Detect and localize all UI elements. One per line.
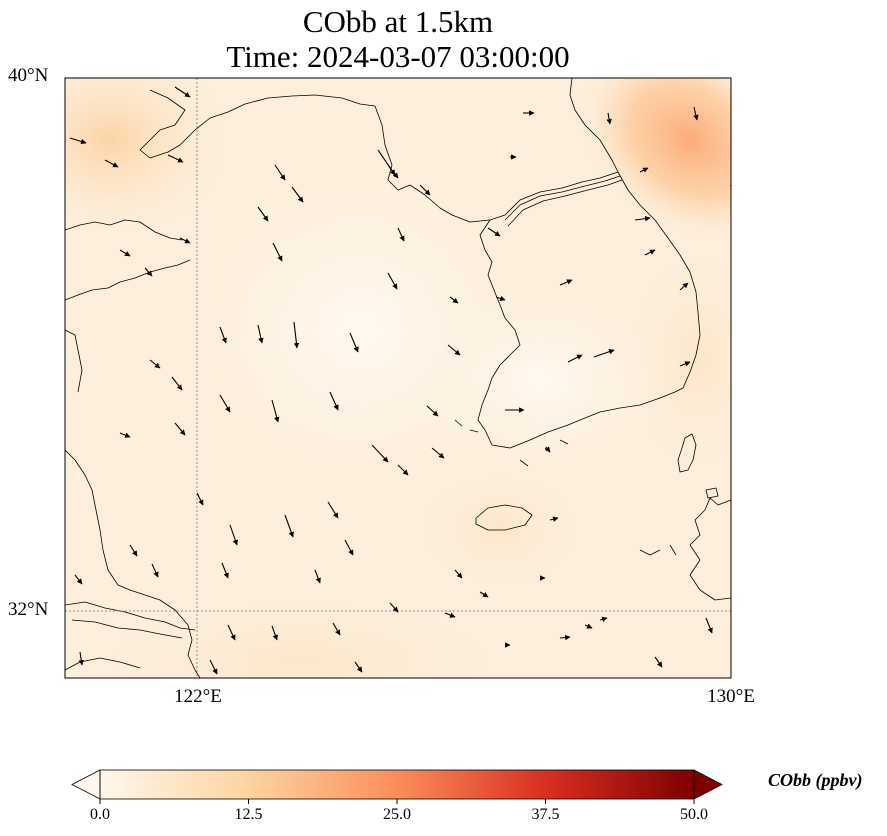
wind-arrow (397, 464, 409, 476)
wind-arrow (693, 106, 699, 121)
colorbar-tick-label: 37.5 (531, 806, 560, 823)
wind-arrow (149, 359, 161, 369)
wind-arrow (74, 574, 83, 585)
wind-arrow (639, 167, 649, 173)
wind-arrow (354, 661, 363, 673)
wind-arrow (349, 332, 359, 353)
wind-arrow (584, 623, 593, 629)
wind-arrow (271, 625, 278, 641)
wind-arrow (196, 492, 204, 506)
wind-arrow (487, 227, 501, 237)
wind-arrow (272, 242, 283, 262)
wind-arrow (69, 137, 87, 145)
colorbar-tick-label: 25.0 (383, 806, 411, 823)
wind-arrow (274, 164, 286, 181)
wind-arrow (327, 501, 339, 519)
wind-arrow (606, 112, 612, 125)
colorbar-tick-label: 50.0 (680, 806, 708, 823)
wind-arrow (479, 591, 489, 598)
wind-arrow (419, 184, 431, 196)
wind-vectors (69, 86, 731, 675)
wind-arrow (544, 446, 551, 453)
wind-arrow (284, 514, 294, 538)
wind-arrow (329, 391, 339, 411)
wind-arrow (397, 227, 405, 242)
wind-arrow (219, 394, 231, 413)
wind-arrow (293, 321, 300, 349)
map-frame (64, 77, 732, 679)
wind-arrow (219, 326, 227, 344)
wind-arrow (495, 295, 506, 302)
wind-arrow (426, 405, 439, 417)
wind-arrow (257, 206, 269, 222)
wind-arrow (119, 432, 131, 438)
wind-arrow (314, 569, 321, 584)
lat-tick-label-40n: 40°N (8, 65, 49, 86)
wind-arrow (447, 344, 461, 356)
wind-arrow (371, 444, 389, 463)
wind-arrow (729, 183, 731, 190)
wind-arrow (78, 651, 84, 666)
wind-arrow (679, 361, 691, 367)
lon-tick-label-122e: 122°E (174, 686, 222, 707)
wind-arrow (654, 656, 663, 668)
wind-arrow (227, 624, 236, 641)
wind-arrow (644, 249, 656, 256)
wind-arrow (599, 616, 608, 623)
wind-arrow (332, 622, 341, 636)
wind-arrow (679, 282, 689, 291)
wind-arrow (104, 159, 119, 168)
wind-arrow (449, 296, 459, 304)
wind-arrow (567, 354, 583, 363)
map-title-line1: CObb at 1.5km (302, 4, 494, 39)
wind-arrow (559, 634, 571, 641)
high-concentration-area (578, 78, 731, 241)
map-title-line2: Time: 2024-03-07 03:00:00 (226, 39, 570, 74)
wind-arrow (389, 602, 399, 613)
wind-arrow (174, 86, 191, 98)
wind-arrow (454, 569, 463, 579)
wind-arrow (167, 154, 184, 163)
colorbar (71, 769, 723, 804)
wind-arrow (129, 544, 138, 557)
wind-arrow (151, 563, 159, 578)
wind-arrow (444, 612, 456, 618)
wind-arrow (221, 562, 229, 579)
wind-arrow (387, 272, 398, 290)
colorbar-tick-label: 12.5 (234, 806, 263, 823)
wind-arrow (271, 399, 280, 423)
wind-arrow (344, 539, 354, 556)
wind-arrow (257, 324, 264, 344)
wind-arrow (209, 659, 218, 675)
wind-arrow (144, 267, 153, 277)
wind-arrow (431, 447, 445, 459)
lon-tick-label-130e: 130°E (707, 686, 755, 707)
wind-arrow (174, 422, 186, 436)
wind-arrow (634, 215, 651, 222)
wind-arrow (171, 376, 183, 391)
wind-arrow (119, 249, 131, 257)
wind-arrow (387, 164, 399, 179)
colorbar-title: CObb (ppbv) (768, 770, 863, 790)
wind-arrow (291, 186, 304, 203)
lat-tick-label-32n: 32°N (8, 599, 49, 620)
wind-arrow (549, 516, 559, 522)
coastlines (65, 78, 731, 678)
wind-arrow (593, 349, 615, 358)
colorbar-tick-label: 0.0 (90, 806, 110, 823)
wind-arrow (559, 279, 573, 286)
wind-arrow (179, 237, 191, 244)
wind-arrow (705, 617, 713, 634)
wind-arrow (229, 524, 238, 546)
